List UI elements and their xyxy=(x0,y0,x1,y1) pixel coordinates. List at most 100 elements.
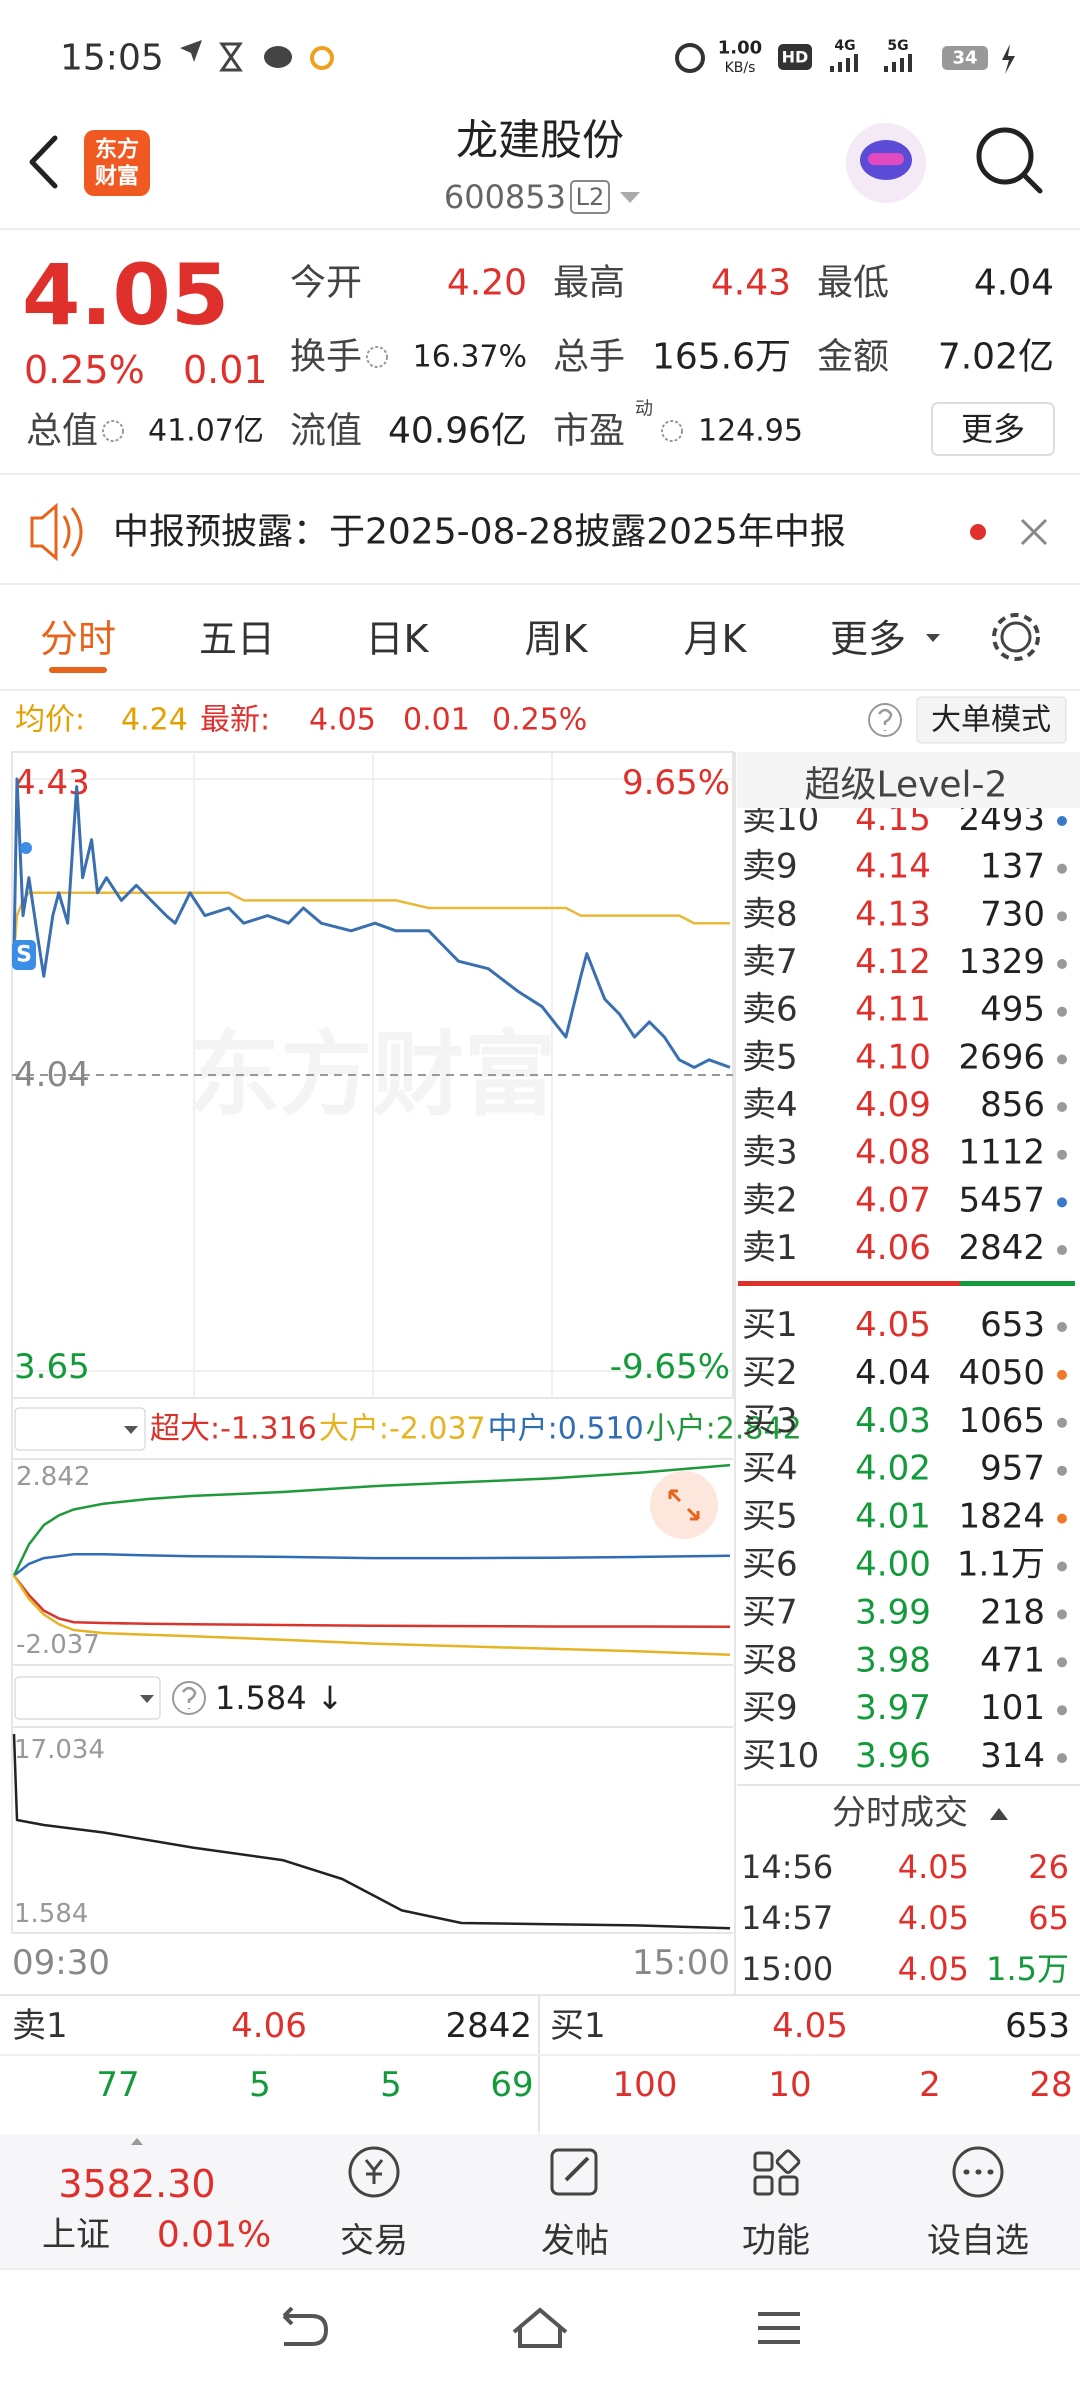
bottom-nav xyxy=(0,2134,1080,2269)
book-price: 4.12 xyxy=(855,942,931,982)
more-button[interactable] xyxy=(931,402,1055,456)
book-divider xyxy=(960,1281,1075,1286)
book-volume: 1329 xyxy=(958,942,1045,982)
charts: 东方财富4.434.043.659.65%-9.65%S分时博弈超大:-1.31… xyxy=(12,763,802,1983)
game-button[interactable] xyxy=(14,1407,146,1451)
legend-value: -1.316 xyxy=(220,1412,317,1447)
info-icon xyxy=(366,346,388,368)
book-label: 卖1 xyxy=(742,1228,798,1268)
system-home[interactable] xyxy=(512,2307,568,2348)
charging-icon xyxy=(1002,44,1015,74)
stat-label: 流值 xyxy=(290,411,362,452)
mode-button[interactable] xyxy=(916,696,1067,744)
stat-label: 市盈 xyxy=(553,411,625,452)
index-value[interactable]: 3582.30 xyxy=(58,2162,215,2206)
function-icon[interactable] xyxy=(753,2149,801,2196)
book-price: 4.04 xyxy=(855,1353,931,1393)
back-button[interactable] xyxy=(29,135,58,189)
legend-name: 大户: xyxy=(319,1412,389,1447)
book-price: 4.01 xyxy=(855,1497,931,1537)
settings-button[interactable] xyxy=(1000,621,1032,653)
tab[interactable]: 日K xyxy=(366,617,430,661)
help-icon[interactable] xyxy=(868,703,902,737)
book-volume: 2696 xyxy=(958,1037,1045,1077)
index-name[interactable]: 上证 xyxy=(42,2215,110,2255)
book-label: 卖8 xyxy=(742,894,798,934)
book-dot xyxy=(1057,1465,1067,1476)
help-icon[interactable] xyxy=(172,1681,206,1715)
book-dot xyxy=(1057,1369,1067,1380)
book-dot xyxy=(1057,959,1067,970)
bar-volume: 653 xyxy=(1005,2006,1070,2046)
stat-value: 165.6万 xyxy=(652,337,791,378)
level-badge-text: L2 xyxy=(576,183,605,211)
tab[interactable]: 分时 xyxy=(40,617,116,661)
y-tick-label: 2.842 xyxy=(16,1462,90,1492)
tabs: 分时 五日 日K 周K 月K 更多 xyxy=(40,617,906,673)
bar-count: 77 xyxy=(96,2065,139,2105)
hd-label: HD xyxy=(782,48,809,67)
stat-label: 今开 xyxy=(290,263,362,304)
book-volume: 653 xyxy=(980,1305,1045,1345)
nav-tab[interactable]: 发帖 xyxy=(541,2221,609,2261)
book-dot xyxy=(1057,1417,1067,1428)
x-tick-label: 09:30 xyxy=(12,1943,110,1983)
index-change[interactable]: 0.01% xyxy=(157,2215,271,2256)
notice-text[interactable]: 中报预披露：于2025-08-28披露2025年中报 xyxy=(113,512,846,553)
trade-icon[interactable] xyxy=(348,2146,400,2198)
watchlist-icon[interactable] xyxy=(952,2146,1004,2198)
nav-tab[interactable]: 设自选 xyxy=(927,2221,1029,2261)
book-volume: 1.1万 xyxy=(957,1545,1045,1585)
search-button[interactable] xyxy=(976,127,1034,185)
stat-superscript: 动 xyxy=(635,399,653,420)
ratio-value: 1.584 xyxy=(215,1679,307,1717)
book-label: 买10 xyxy=(742,1736,819,1776)
post-icon[interactable] xyxy=(550,2148,598,2196)
net-speed-unit: KB/s xyxy=(725,60,756,76)
net-speed: 1.00 xyxy=(718,38,762,59)
book-dot xyxy=(1057,1245,1067,1256)
nav-tab[interactable]: 功能 xyxy=(742,2221,810,2261)
system-back[interactable] xyxy=(282,2306,329,2346)
tab[interactable]: 周K xyxy=(525,617,589,661)
y-tick-label: 4.04 xyxy=(14,1055,90,1095)
trades: 14:56 4.05 26 14:57 4.05 65 15:00 4.05 1.5万 xyxy=(741,1848,1069,1988)
more-button-label[interactable]: 更多 xyxy=(961,410,1025,448)
book-label: 卖4 xyxy=(742,1085,798,1125)
legend-name: 中户: xyxy=(488,1412,558,1447)
book-label: 卖3 xyxy=(742,1133,798,1173)
stat-value: 4.20 xyxy=(447,263,527,304)
info-icon xyxy=(661,420,683,442)
bar-count: 5 xyxy=(249,2065,271,2105)
alarm-icon xyxy=(675,43,705,73)
dropdown-arrow[interactable] xyxy=(620,192,640,203)
nav-tabs: 交易 发帖 功能 设自选 xyxy=(340,2221,1029,2261)
system-menu[interactable] xyxy=(758,2312,800,2344)
book-dot xyxy=(1057,863,1067,874)
bar-label: 买1 xyxy=(550,2006,606,2046)
book-dot xyxy=(1057,1197,1067,1208)
ratio-button[interactable] xyxy=(14,1676,161,1720)
mode-button-label[interactable]: 大单模式 xyxy=(931,703,1051,738)
book-dot xyxy=(1057,1609,1067,1620)
book-label: 卖6 xyxy=(742,990,798,1030)
tab[interactable]: 月K xyxy=(684,617,748,661)
trade-time: 14:57 xyxy=(741,1899,833,1937)
expand-button[interactable] xyxy=(650,1471,718,1539)
nav-tab[interactable]: 交易 xyxy=(340,2221,408,2261)
order-book-header xyxy=(737,752,1080,808)
book-price: 4.03 xyxy=(855,1401,931,1441)
stat-label: 金额 xyxy=(817,337,889,378)
book-price: 3.97 xyxy=(855,1688,931,1728)
book-volume: 471 xyxy=(980,1640,1045,1680)
status-time: 15:05 xyxy=(60,38,164,79)
tab[interactable]: 更多 xyxy=(830,617,906,661)
close-button[interactable] xyxy=(1020,518,1048,546)
trades-title[interactable]: 分时成交 xyxy=(832,1793,968,1833)
latest-label: 最新: xyxy=(200,703,270,738)
book-volume: 1065 xyxy=(958,1401,1045,1441)
book-dot xyxy=(1057,1705,1067,1716)
tab[interactable]: 五日 xyxy=(199,617,275,661)
book-volume: 1824 xyxy=(958,1497,1045,1537)
